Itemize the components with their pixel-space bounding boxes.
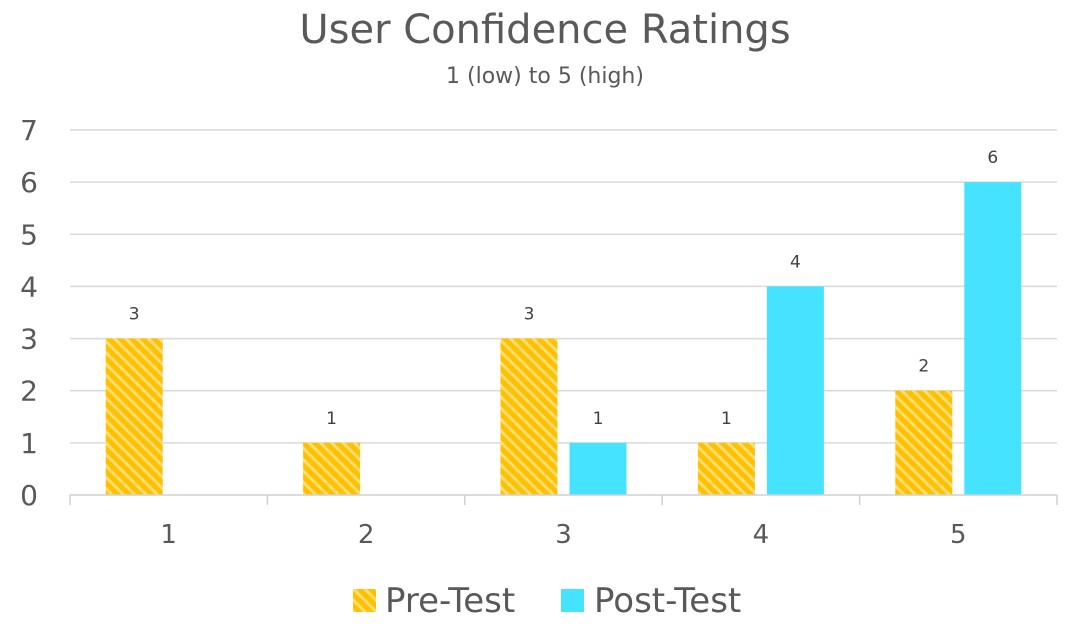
data-label: 1	[593, 409, 604, 429]
legend-swatch	[353, 589, 376, 612]
y-tick-label: 6	[20, 166, 38, 199]
chart-title: User Confidence Ratings	[299, 7, 790, 53]
y-tick-label: 1	[20, 427, 38, 460]
post-test-bar	[964, 182, 1022, 495]
x-axis: 1 2 3 4 5	[69, 494, 1058, 550]
chart-subtitle: 1 (low) to 5 (high)	[446, 64, 644, 89]
legend-label: Post-Test	[594, 581, 741, 621]
gridlines	[70, 129, 1057, 444]
y-tick-label: 7	[20, 114, 38, 147]
data-label: 3	[129, 305, 140, 325]
y-axis-ticks: 0 1 2 3 4 5 6 7	[20, 114, 38, 512]
legend-swatch	[561, 589, 584, 612]
pre-test-bar	[303, 442, 361, 495]
pre-test-bar	[105, 338, 163, 495]
x-tick-label: 1	[160, 520, 177, 550]
legend-label: Pre-Test	[385, 581, 515, 621]
bars	[105, 182, 1022, 495]
data-label: 4	[790, 252, 801, 272]
pre-test-bar	[895, 390, 953, 495]
y-tick-label: 3	[20, 323, 38, 356]
y-tick-label: 2	[20, 375, 38, 408]
x-tick-label: 3	[555, 520, 572, 550]
x-tick-label: 2	[358, 520, 375, 550]
data-label: 3	[524, 305, 535, 325]
pre-test-bar	[500, 338, 558, 495]
legend: Pre-Test Post-Test	[353, 581, 741, 621]
data-label: 2	[918, 357, 929, 377]
y-tick-label: 4	[20, 270, 38, 303]
data-label: 1	[721, 409, 732, 429]
data-label: 6	[987, 148, 998, 168]
post-test-bar	[766, 286, 824, 495]
y-tick-label: 5	[20, 218, 38, 251]
data-label: 1	[326, 409, 337, 429]
pre-test-bar	[697, 442, 755, 495]
data-labels: 3 1 3 1 2 1 4 6	[129, 148, 998, 429]
y-tick-label: 0	[20, 479, 38, 512]
x-tick-label: 5	[950, 520, 967, 550]
x-tick-label: 4	[753, 520, 770, 550]
post-test-bar	[569, 442, 627, 495]
